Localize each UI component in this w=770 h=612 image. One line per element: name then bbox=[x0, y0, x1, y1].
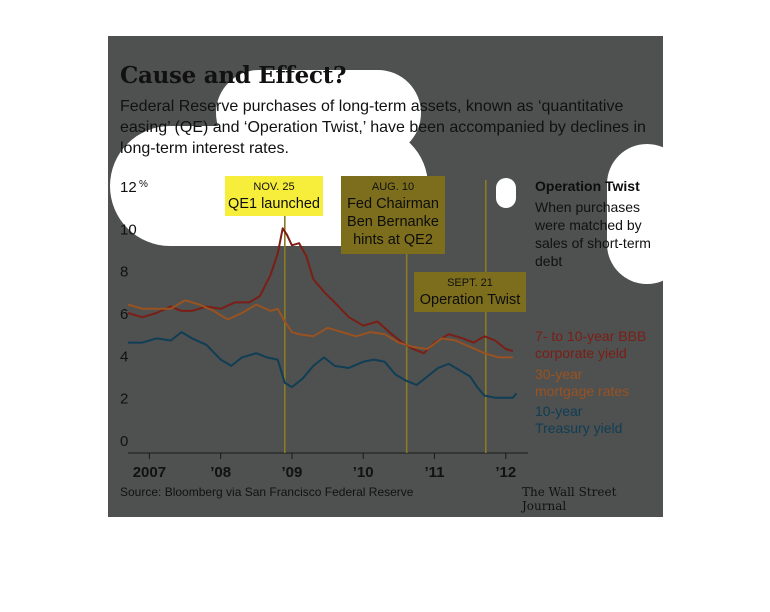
annotation-box bbox=[341, 176, 445, 254]
x-tick-label: ’12 bbox=[495, 464, 516, 481]
annotation-text: Ben Bernanke bbox=[347, 214, 439, 230]
annotation-text: Fed Chairman bbox=[347, 196, 439, 212]
y-tick-label: 6 bbox=[120, 306, 128, 323]
y-tick-label: 10 bbox=[120, 221, 137, 238]
x-tick-label: ’11 bbox=[424, 464, 444, 481]
legend-corporate: 7- to 10-year BBB corporate yield bbox=[535, 328, 647, 361]
x-tick-label: 2007 bbox=[133, 464, 166, 481]
legend-treasury: 10-year Treasury yield bbox=[535, 403, 623, 436]
annotation-date: NOV. 25 bbox=[253, 181, 294, 193]
credit-line: The Wall Street Journal bbox=[522, 485, 617, 513]
white-blob-small bbox=[496, 178, 516, 208]
operation-twist-heading: Operation Twist bbox=[535, 178, 640, 194]
y-tick-label: 4 bbox=[120, 348, 128, 365]
chart-title: Cause and Effect? bbox=[120, 62, 347, 89]
annotation-date: AUG. 10 bbox=[372, 181, 414, 193]
source-note: Source: Bloomberg via San Francisco Fede… bbox=[120, 485, 414, 499]
y-tick-label: 2 bbox=[120, 391, 128, 408]
annotation-box bbox=[414, 272, 526, 312]
x-tick-label: ’10 bbox=[353, 464, 374, 481]
line-chart: 0 2 4 6 8 10 12 % 2007 ’08 ’09 ’10 ’11 ’12 NOV. 25 QE1 … bbox=[120, 176, 528, 481]
x-tick-label: ’08 bbox=[210, 464, 231, 481]
chart-subtitle: Federal Reserve purchases of long-term a… bbox=[120, 98, 646, 157]
annotation-box bbox=[225, 176, 323, 216]
y-tick-label: 12 bbox=[120, 179, 137, 196]
series-line-2 bbox=[128, 331, 518, 399]
white-blob-ring bbox=[607, 144, 663, 284]
chart-panel: Cause and Effect? Federal Reserve purcha… bbox=[108, 36, 663, 517]
annotation-text: QE1 launched bbox=[228, 196, 320, 212]
y-unit-label: % bbox=[139, 179, 148, 190]
x-tick-label: ’09 bbox=[281, 464, 302, 481]
y-tick-label: 0 bbox=[120, 433, 128, 450]
y-tick-label: 8 bbox=[120, 264, 128, 281]
annotation-text: hints at QE2 bbox=[353, 232, 433, 248]
annotation-date: SEPT. 21 bbox=[447, 277, 493, 289]
legend-mortgage: 30-year mortgage rates bbox=[535, 366, 630, 399]
operation-twist-text: When purchases were matched by sales of … bbox=[535, 199, 651, 269]
series-line-1 bbox=[127, 299, 513, 359]
annotation-text: Operation Twist bbox=[420, 292, 520, 308]
